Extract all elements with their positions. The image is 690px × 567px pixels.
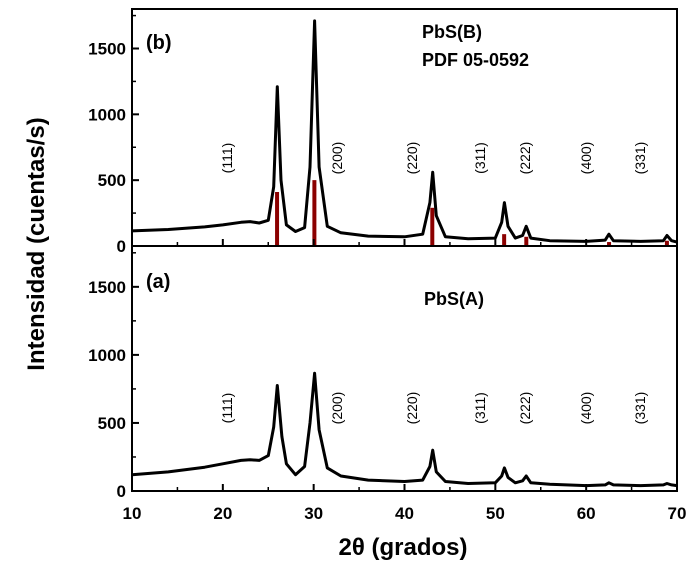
y-tick-label: 0: [117, 482, 126, 501]
panel-a: 0 500 1000 1500 (a) PbS(A) (111) (200) (220) (311…: [88, 245, 678, 501]
x-tick-label: 30: [304, 504, 323, 523]
miller-index-label: (200): [329, 142, 345, 175]
miller-index-label: (311): [472, 142, 488, 174]
x-tick-label: 60: [577, 504, 596, 523]
xrd-pattern-line: [131, 19, 678, 244]
x-tick-label: 10: [123, 504, 142, 523]
miller-index-label: (111): [219, 393, 235, 424]
y-axis-title: Intensidad (cuentas/s): [23, 117, 50, 370]
miller-index-label: (220): [404, 392, 420, 425]
panel-frame: [131, 8, 678, 247]
miller-index-label: (331): [632, 392, 648, 425]
x-tick-label: 70: [668, 504, 687, 523]
y-tick-label: 1000: [88, 346, 126, 365]
panel-b: 0 500 1000 1500 (b) PbS(B) PDF 05-0592 (111) (20…: [88, 8, 678, 256]
x-tick-label: 50: [486, 504, 505, 523]
y-tick-label: 0: [117, 237, 126, 256]
x-tick-label: 20: [213, 504, 232, 523]
miller-index-label: (111): [219, 143, 235, 174]
y-tick-label: 1000: [88, 105, 126, 124]
miller-index-label: (222): [517, 392, 533, 425]
x-axis-title: 2θ (grados): [339, 534, 468, 561]
sample-label: PDF 05-0592: [422, 50, 529, 70]
y-tick-label: 500: [98, 171, 126, 190]
miller-index-label: (200): [329, 392, 345, 425]
miller-index-label: (331): [632, 142, 648, 175]
sample-label: PbS(A): [424, 289, 484, 309]
miller-index-label: (400): [578, 392, 594, 425]
y-tick-label: 500: [98, 414, 126, 433]
panel-label: (b): [146, 32, 172, 54]
miller-index-label: (220): [404, 142, 420, 175]
x-tick-label: 40: [395, 504, 414, 523]
miller-index-label: (311): [472, 392, 488, 424]
miller-index-label: (400): [578, 142, 594, 175]
panel-frame: [131, 245, 678, 492]
xrd-pattern-line: [131, 371, 678, 488]
y-tick-label: 1500: [88, 40, 126, 59]
sample-label: PbS(B): [422, 22, 482, 42]
miller-index-label: (222): [517, 142, 533, 175]
y-tick-label: 1500: [88, 278, 126, 297]
panel-label: (a): [146, 271, 170, 293]
